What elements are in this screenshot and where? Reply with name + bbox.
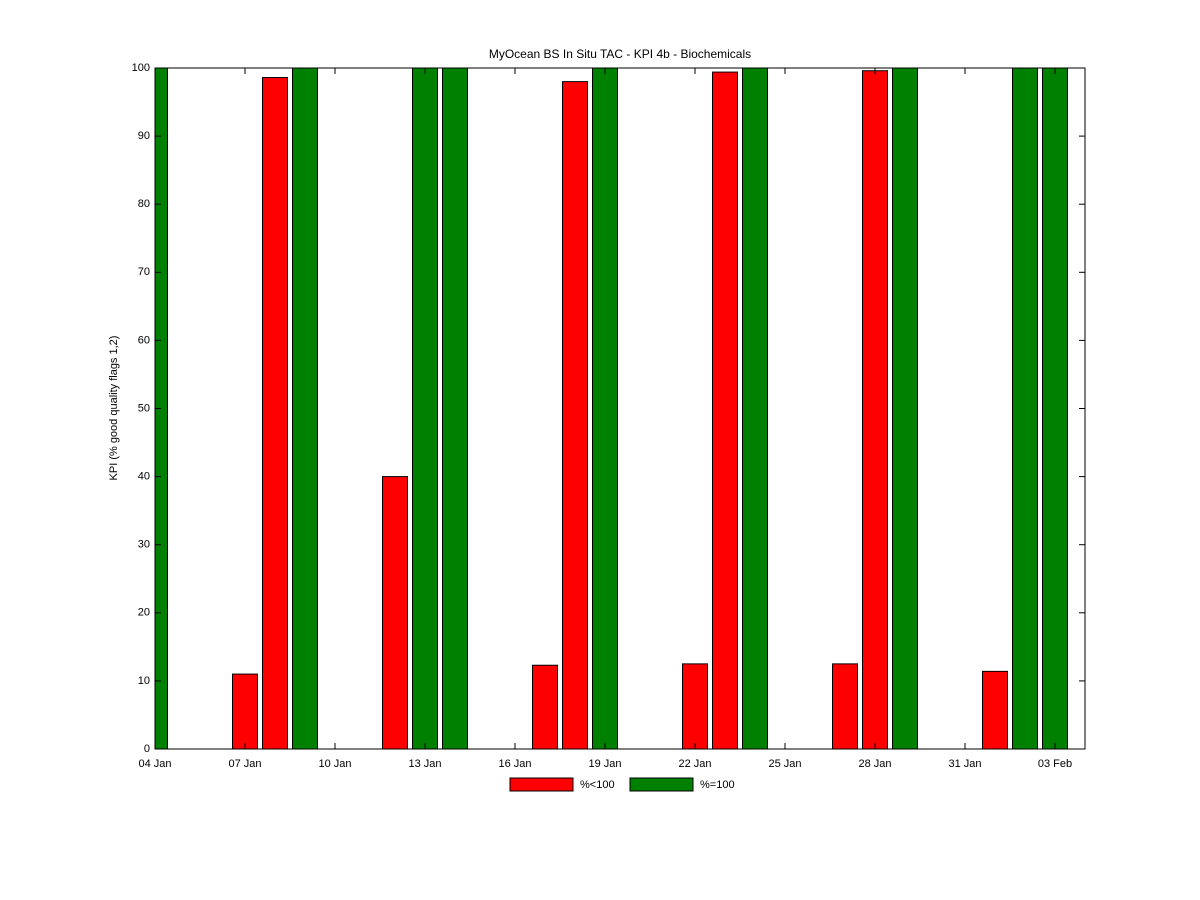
legend-swatch: [509, 777, 574, 792]
bar: [382, 476, 408, 749]
x-tick-label: 10 Jan: [318, 758, 351, 770]
bar: [562, 81, 588, 749]
x-tick-label: 25 Jan: [768, 758, 801, 770]
bar: [682, 663, 708, 749]
y-tick-label: 10: [138, 675, 150, 687]
bar: [532, 664, 558, 749]
bar: [982, 670, 1008, 749]
y-tick-label: 90: [138, 130, 150, 142]
bar: [862, 70, 888, 749]
bar: [832, 663, 858, 749]
legend-swatch: [629, 777, 694, 792]
chart-title: MyOcean BS In Situ TAC - KPI 4b - Bioche…: [489, 47, 751, 61]
x-tick-label: 13 Jan: [408, 758, 441, 770]
x-tick-label: 03 Feb: [1038, 758, 1072, 770]
x-tick-label: 04 Jan: [138, 758, 171, 770]
y-tick-label: 30: [138, 539, 150, 551]
x-tick-label: 28 Jan: [858, 758, 891, 770]
bar: [742, 68, 768, 749]
y-tick-label: 60: [138, 334, 150, 346]
x-tick-label: 16 Jan: [498, 758, 531, 770]
x-tick-label: 19 Jan: [588, 758, 621, 770]
legend-label: %<100: [580, 779, 615, 791]
y-tick-label: 0: [144, 743, 150, 755]
y-tick-label: 70: [138, 266, 150, 278]
bar: [892, 68, 918, 749]
bar: [412, 68, 438, 749]
bar: [592, 68, 618, 749]
bar: [712, 71, 738, 749]
y-tick-label: 40: [138, 471, 150, 483]
bar: [292, 68, 318, 749]
bar: [262, 77, 288, 749]
x-tick-label: 22 Jan: [678, 758, 711, 770]
bar: [155, 68, 168, 749]
bar: [1012, 68, 1038, 749]
x-tick-label: 31 Jan: [948, 758, 981, 770]
x-tick-label: 07 Jan: [228, 758, 261, 770]
y-tick-label: 20: [138, 607, 150, 619]
y-axis-label: KPI (% good quality flags 1,2): [108, 336, 120, 481]
y-tick-label: 100: [132, 62, 150, 74]
y-tick-label: 80: [138, 198, 150, 210]
bar: [442, 68, 468, 749]
legend-label: %=100: [700, 779, 735, 791]
bar: [232, 673, 258, 749]
y-tick-label: 50: [138, 402, 150, 414]
bar: [1042, 68, 1068, 749]
bars: [155, 68, 1068, 749]
